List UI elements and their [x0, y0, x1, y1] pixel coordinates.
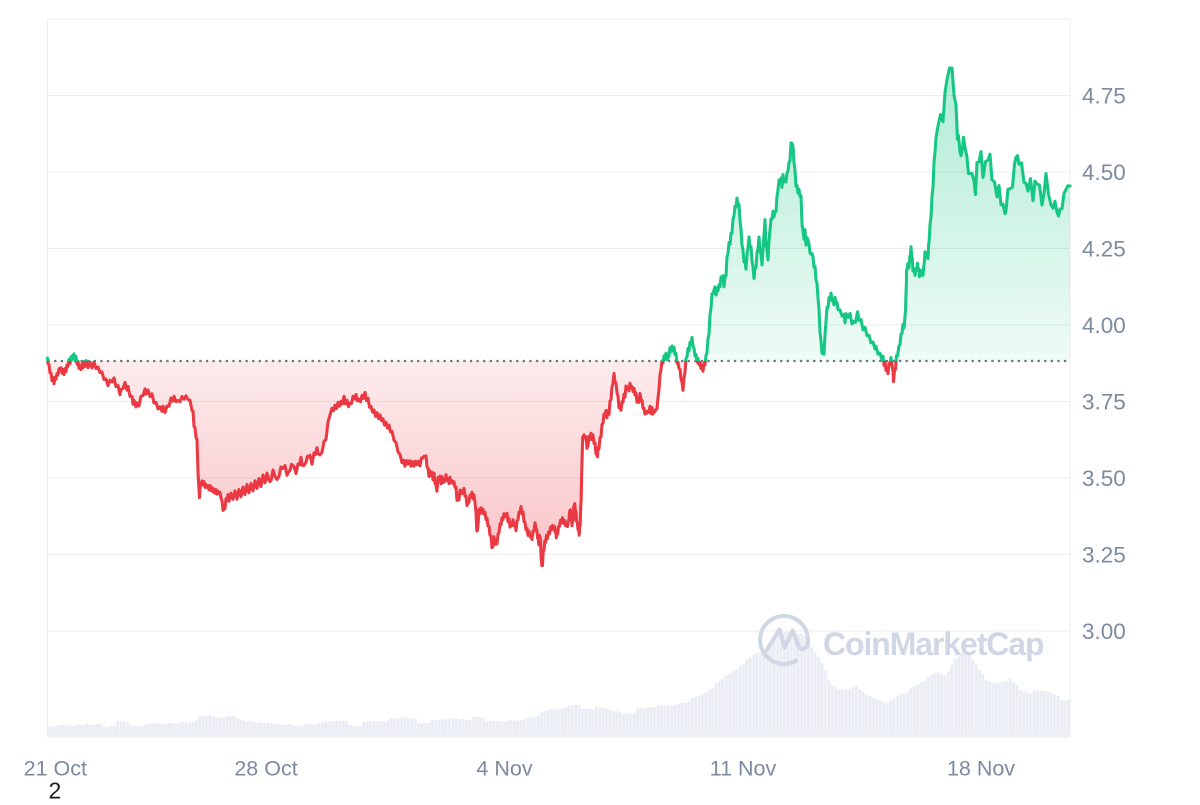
svg-text:3.00: 3.00 [1082, 619, 1126, 644]
svg-text:28 Oct: 28 Oct [234, 757, 297, 781]
svg-text:4.50: 4.50 [1082, 160, 1126, 185]
svg-text:4.00: 4.00 [1082, 313, 1126, 338]
svg-text:3.75: 3.75 [1082, 390, 1126, 415]
svg-text:4 Nov: 4 Nov [476, 757, 532, 781]
svg-text:4.75: 4.75 [1082, 84, 1126, 109]
svg-text:2: 2 [49, 778, 62, 801]
svg-text:3.50: 3.50 [1082, 466, 1126, 491]
svg-text:18 Nov: 18 Nov [947, 757, 1015, 781]
svg-text:4.25: 4.25 [1082, 237, 1126, 262]
svg-text:21 Oct: 21 Oct [24, 757, 87, 781]
svg-text:CoinMarketCap: CoinMarketCap [823, 626, 1044, 662]
svg-text:3.25: 3.25 [1082, 543, 1126, 568]
svg-text:11 Nov: 11 Nov [710, 757, 777, 781]
